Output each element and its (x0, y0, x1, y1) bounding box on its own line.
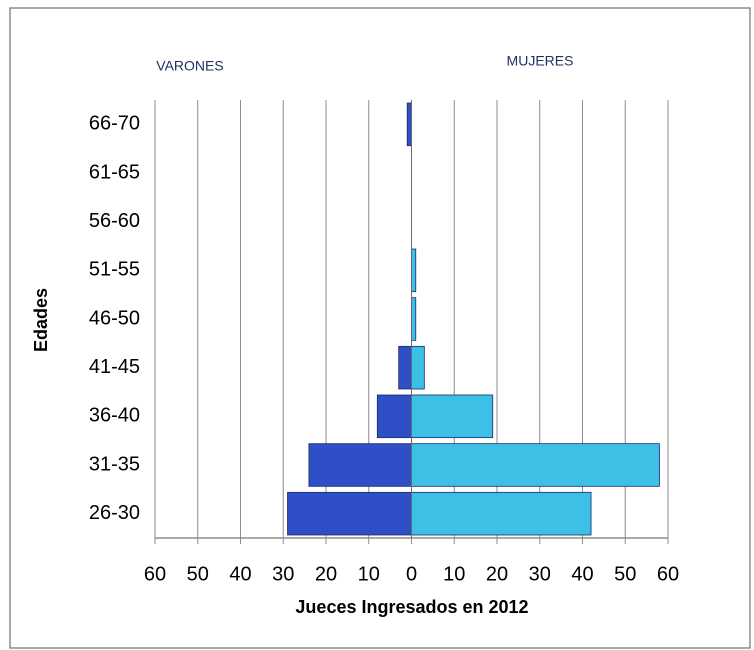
bar (406, 102, 412, 147)
x-tick-label: 10 (358, 563, 380, 585)
bar (398, 345, 412, 390)
bar (411, 297, 417, 341)
x-tick-label: 40 (229, 563, 251, 585)
bar (411, 248, 417, 293)
y-tick-label: 51-55 (89, 259, 140, 281)
bar (411, 491, 592, 536)
x-axis-title: Jueces Ingresados en 2012 (295, 597, 528, 617)
legend-varones: VARONES (156, 58, 223, 74)
bar (411, 345, 425, 390)
y-tick-label: 61-65 (89, 161, 140, 183)
y-tick-label: 31-35 (89, 453, 140, 475)
legend-mujeres: MUJERES (507, 53, 574, 69)
bar (308, 443, 412, 487)
bar (411, 443, 660, 487)
x-tick-label: 50 (187, 563, 209, 585)
x-tick-label: 10 (443, 563, 465, 585)
bar (376, 394, 412, 439)
y-tick-label: 66-70 (89, 113, 140, 135)
x-tick-label: 20 (315, 563, 337, 585)
x-tick-label: 50 (614, 563, 636, 585)
x-tick-label: 30 (529, 563, 551, 585)
x-tick-label: 20 (486, 563, 508, 585)
x-tick-label: 60 (657, 563, 679, 585)
bar (411, 394, 494, 439)
x-tick-label: 0 (406, 563, 417, 585)
frame (9, 7, 751, 649)
y-tick-label: 41-45 (89, 356, 140, 378)
y-tick-label: 56-60 (89, 210, 140, 232)
bar (287, 491, 412, 536)
y-axis-title: Edades (31, 288, 51, 352)
x-tick-label: 30 (272, 563, 294, 585)
x-tick-label: 40 (571, 563, 593, 585)
y-tick-label: 46-50 (89, 307, 140, 329)
y-tick-label: 26-30 (89, 502, 140, 524)
x-tick-label: 60 (144, 563, 166, 585)
y-tick-label: 36-40 (89, 405, 140, 427)
